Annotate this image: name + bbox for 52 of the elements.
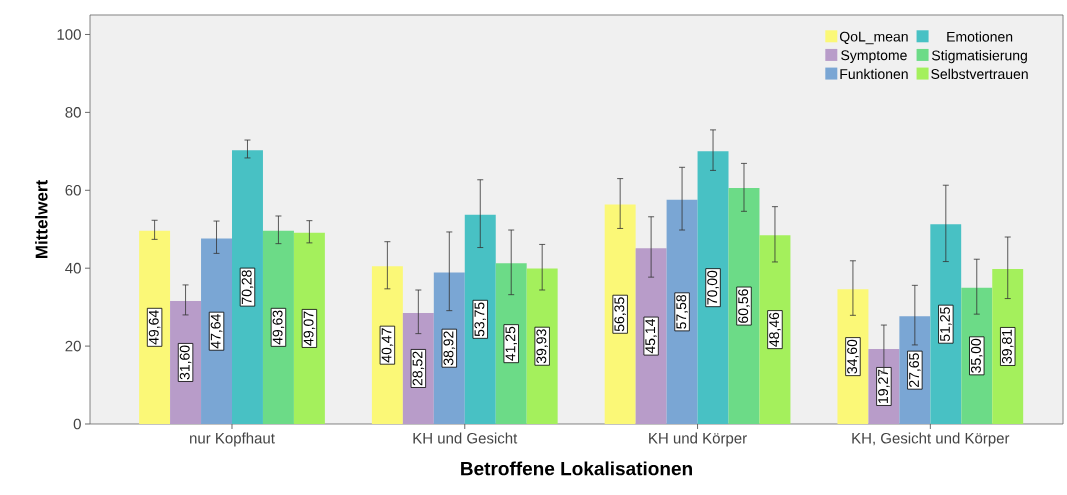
data-label: 60,56 xyxy=(738,289,750,323)
x-tick-label: KH und Gesicht xyxy=(413,432,518,444)
data-label: 56,35 xyxy=(614,297,626,332)
data-label: 27,65 xyxy=(909,353,921,387)
x-axis-title: Betroffene Lokalisationen xyxy=(461,461,692,476)
data-label: 40,47 xyxy=(381,328,394,363)
data-label: 49,07 xyxy=(303,311,316,346)
data-label: 53,75 xyxy=(474,302,487,337)
data-label: 70,28 xyxy=(241,270,254,304)
legend-label: Funktionen xyxy=(840,68,908,80)
data-label: 19,27 xyxy=(878,369,890,403)
bar xyxy=(293,232,325,424)
y-tick-label: 20 xyxy=(65,340,81,352)
data-label: 31,60 xyxy=(179,345,192,380)
x-tick-label: KH, Gesicht und Körper xyxy=(852,432,1010,447)
data-label: 39,81 xyxy=(1001,329,1014,364)
data-label: 51,25 xyxy=(940,307,952,342)
y-tick-label: 100 xyxy=(57,29,81,40)
data-label: 34,60 xyxy=(847,339,859,374)
x-tick-label: nur Kopfhaut xyxy=(190,432,275,447)
data-label: 48,46 xyxy=(769,312,781,347)
bar xyxy=(262,230,294,424)
legend-label: Selbstvertrauen xyxy=(931,68,1028,80)
data-label: 57,58 xyxy=(676,294,688,329)
data-label: 70,00 xyxy=(707,270,719,305)
data-label: 49,63 xyxy=(272,310,285,345)
legend-label: Symptome xyxy=(841,50,907,63)
y-tick-label: 0 xyxy=(73,418,81,430)
data-label: 45,14 xyxy=(645,318,657,354)
data-label: 38,92 xyxy=(443,331,456,366)
bar xyxy=(201,238,232,424)
y-tick-label: 40 xyxy=(65,262,81,274)
data-label: 49,64 xyxy=(148,310,161,345)
bar xyxy=(232,150,263,424)
bar xyxy=(464,214,496,424)
y-axis-title: Mittelwert xyxy=(35,180,48,259)
legend-label: QoL_mean xyxy=(839,31,908,45)
data-label: 39,93 xyxy=(536,329,548,364)
bar xyxy=(139,230,171,424)
bar xyxy=(697,151,729,424)
data-label: 35,00 xyxy=(970,338,983,373)
data-label: 41,25 xyxy=(505,326,517,361)
bar xyxy=(728,188,760,424)
bar xyxy=(759,235,791,424)
y-tick-label: 80 xyxy=(65,107,81,118)
legend-label: Stigmatisierung xyxy=(932,50,1027,64)
data-label: 28,52 xyxy=(412,351,425,386)
data-label: 47,64 xyxy=(210,314,223,349)
bar xyxy=(604,204,636,424)
y-tick-label: 60 xyxy=(65,184,81,196)
legend-label: Emotionen xyxy=(947,31,1013,42)
x-tick-label: KH und Körper xyxy=(649,432,747,447)
